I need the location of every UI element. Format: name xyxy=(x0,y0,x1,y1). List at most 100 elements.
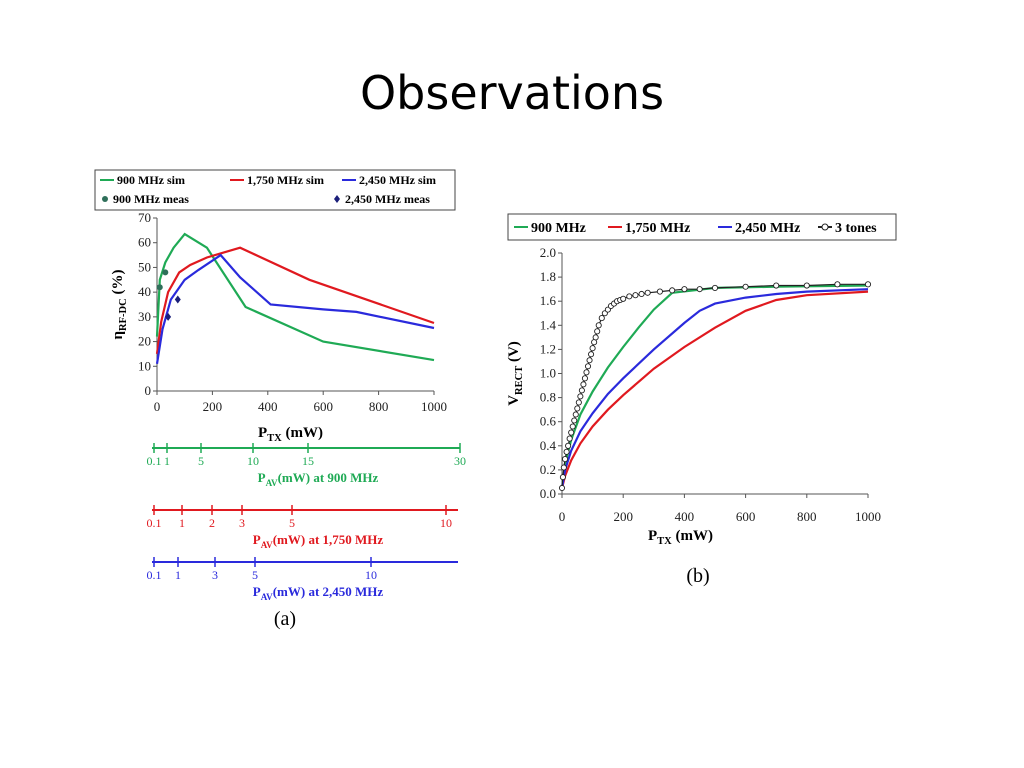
legend-marker-circle xyxy=(102,196,108,202)
series-point xyxy=(632,292,639,299)
x-tick-label: 0 xyxy=(154,399,161,414)
series-point xyxy=(711,284,719,291)
chart-b-panel-label: (b) xyxy=(686,565,709,587)
y-axis-title-main: η xyxy=(110,331,126,340)
y-tick-label: 1.4 xyxy=(540,317,557,332)
secondary-tick-label: 0.1 xyxy=(147,516,162,530)
x-axis-title-main: P xyxy=(258,425,267,441)
series-point xyxy=(681,286,688,293)
series-point xyxy=(558,484,566,492)
x-tick-label: 400 xyxy=(258,399,278,414)
y-tick-label: 2.0 xyxy=(540,245,556,260)
series-point xyxy=(571,417,578,424)
series-line-2 xyxy=(155,253,435,364)
x-axis-title: PTX (mW) xyxy=(648,528,713,547)
y-tick-label: 20 xyxy=(138,334,151,349)
y-tick-label: 50 xyxy=(138,259,151,274)
y-axis-title-sub: RECT xyxy=(514,366,525,395)
secondary-axis-title-sub: AV xyxy=(266,478,278,488)
secondary-axis-title-rest: (mW) at 1,750 MHz xyxy=(273,532,384,547)
legend-label: 1,750 MHz sim xyxy=(247,173,324,187)
secondary-tick-label: 0.1 xyxy=(147,454,162,468)
series-point xyxy=(566,435,573,442)
secondary-axis-title-sub: AV xyxy=(261,592,273,602)
series-point xyxy=(584,363,592,370)
legend-item-2: 2,450 MHz sim xyxy=(342,173,436,187)
y-tick-label: 10 xyxy=(138,358,151,373)
legend-item-0: 900 MHz xyxy=(514,221,586,236)
series-point xyxy=(626,293,633,300)
series-point xyxy=(574,405,581,412)
x-tick-label: 800 xyxy=(797,509,817,524)
y-tick-label: 1.8 xyxy=(540,269,556,284)
y-axis-title-main: V xyxy=(506,395,522,406)
x-tick-label: 600 xyxy=(736,509,756,524)
y-tick-label: 0.2 xyxy=(540,462,556,477)
series-point xyxy=(583,369,590,376)
series-point xyxy=(575,399,582,406)
y-tick-label: 60 xyxy=(138,235,151,250)
secondary-tick-label: 3 xyxy=(212,568,218,582)
series-point xyxy=(586,357,593,364)
y-tick-label: 70 xyxy=(138,210,151,225)
series-point xyxy=(578,387,585,394)
meas-point-circle xyxy=(162,269,169,276)
secondary-tick-label: 5 xyxy=(198,454,204,468)
x-tick-label: 1000 xyxy=(855,509,881,524)
x-tick-label: 0 xyxy=(559,509,566,524)
legend-label: 1,750 MHz xyxy=(625,221,690,236)
secondary-tick-label: 1 xyxy=(175,568,181,582)
series-point xyxy=(742,283,749,290)
secondary-tick-label: 3 xyxy=(239,516,245,530)
meas-point-diamond xyxy=(165,312,172,321)
legend-label: 900 MHz sim xyxy=(117,173,185,187)
legend-item-0: 900 MHz sim xyxy=(100,173,185,187)
secondary-axis-1: 0.1 1 2 3 5 10 PAV(mW) at 1,750 MHz xyxy=(147,505,458,550)
series-point xyxy=(588,351,595,358)
series-point xyxy=(595,322,602,329)
y-axis-title-sub: RF-DC xyxy=(118,298,129,331)
series-point xyxy=(565,442,572,449)
series-point xyxy=(638,290,645,298)
series-point xyxy=(834,281,841,288)
series-point xyxy=(773,282,780,289)
series-point xyxy=(572,411,579,418)
secondary-tick-label: 10 xyxy=(247,454,259,468)
x-axis-title-sub: TX xyxy=(657,536,672,547)
y-tick-label: 1.2 xyxy=(540,341,556,356)
legend-label: 3 tones xyxy=(835,221,877,236)
legend-box xyxy=(94,169,456,211)
legend-item-3: 3 tones xyxy=(818,221,877,236)
series-point xyxy=(577,393,584,400)
series-line-1 xyxy=(155,246,435,355)
secondary-tick-label: 5 xyxy=(289,516,295,530)
series-point xyxy=(562,456,569,463)
chart-b: 900 MHz 1,750 MHz 2,450 MHz 3 tones 0.00.20… xyxy=(506,213,897,587)
secondary-axis-title-rest: (mW) at 2,450 MHz xyxy=(273,584,384,599)
series-point xyxy=(560,464,567,471)
series-line-0 xyxy=(155,232,435,362)
legend-item-1: 1,750 MHz sim xyxy=(230,173,324,187)
chart-b-series xyxy=(558,281,872,492)
series-point xyxy=(589,345,596,352)
y-tick-label: 1.6 xyxy=(540,293,557,308)
legend-item-4: 2,450 MHz meas xyxy=(334,192,430,206)
secondary-tick-label: 10 xyxy=(440,516,452,530)
series-point xyxy=(568,429,575,436)
series-point xyxy=(620,295,627,302)
meas-point-circle xyxy=(156,284,163,291)
series-point xyxy=(669,287,676,294)
y-tick-label: 0.0 xyxy=(540,486,556,501)
series-point xyxy=(696,286,703,293)
secondary-axis-title-main: P xyxy=(258,470,266,485)
x-tick-label: 200 xyxy=(613,509,633,524)
legend-marker-circle xyxy=(821,223,829,231)
series-point xyxy=(644,289,651,296)
slide-title: Observations xyxy=(359,66,665,120)
y-tick-label: 0.6 xyxy=(540,414,557,429)
secondary-tick-label: 10 xyxy=(365,568,377,582)
y-tick-label: 40 xyxy=(138,284,151,299)
secondary-tick-label: 2 xyxy=(209,516,215,530)
secondary-axis-2: 0.1 1 3 5 10 PAV(mW) at 2,450 MHz xyxy=(147,557,458,602)
